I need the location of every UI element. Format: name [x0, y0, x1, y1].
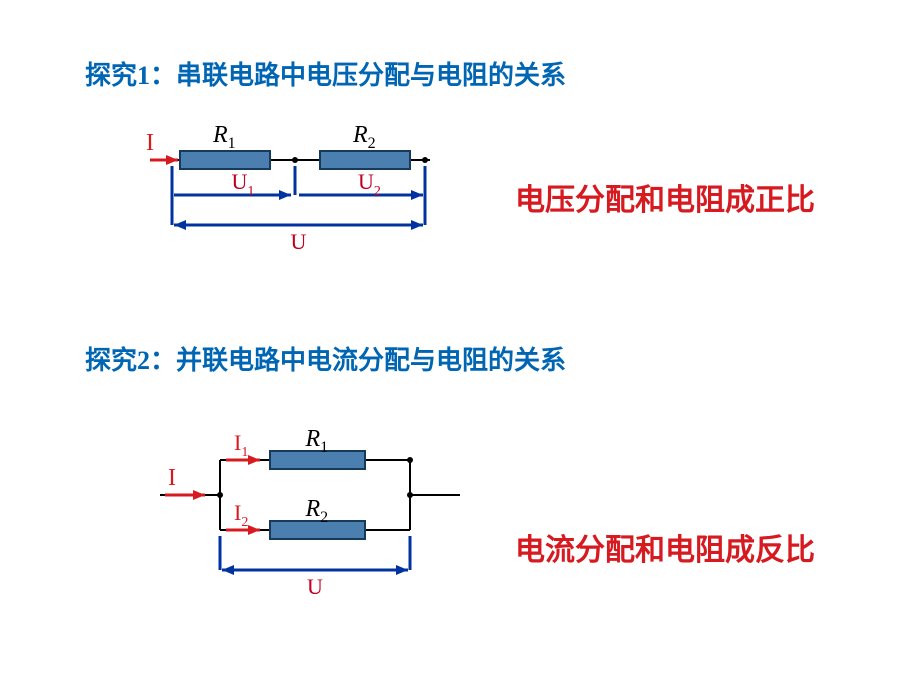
label-I2: I2: [234, 500, 248, 530]
heading-1: 探究1：串联电路中电压分配与电阻的关系: [85, 55, 566, 92]
series-circuit-diagram: IR1R2U1U2U: [130, 105, 450, 260]
measure-arrow-U-left-head: [222, 565, 234, 575]
measure-arrow-U-right-head: [411, 220, 423, 230]
measure-arrow-U-right-head: [396, 565, 408, 575]
node-dot: [292, 157, 298, 163]
label-U: U: [307, 574, 323, 599]
measure-arrow-U-left-head: [174, 220, 186, 230]
label-I: I: [168, 465, 176, 491]
measure-arrow-U1-head: [279, 190, 291, 200]
current-arrow-I2-head: [248, 525, 260, 535]
resistor-r1: [270, 451, 365, 469]
current-arrow-I1-head: [248, 455, 260, 465]
resistor-r2: [320, 151, 410, 169]
conclusion-1: 电压分配和电阻成正比: [515, 175, 815, 219]
node-dot: [407, 492, 413, 498]
current-arrow-I-head: [166, 155, 178, 165]
node-dot: [217, 492, 223, 498]
measure-arrow-U2-head: [411, 190, 423, 200]
conclusion-2: 电流分配和电阻成反比: [515, 525, 815, 569]
label-R2: R2: [305, 496, 329, 526]
parallel-circuit-diagram: I I1 I2 R1 R2 U: [150, 420, 470, 625]
label-R1: R1: [212, 122, 236, 152]
label-I: I: [146, 130, 154, 156]
label-I1: I1: [234, 430, 248, 460]
heading-2: 探究2：并联电路中电流分配与电阻的关系: [85, 340, 566, 377]
current-arrow-I-head: [193, 490, 205, 500]
label-R1: R1: [305, 426, 329, 456]
resistor-r2: [270, 521, 365, 539]
node-dot: [407, 457, 413, 463]
label-U: U: [291, 229, 307, 254]
label-R2: R2: [352, 122, 376, 152]
resistor-r1: [180, 151, 270, 169]
node-dot: [422, 157, 428, 163]
